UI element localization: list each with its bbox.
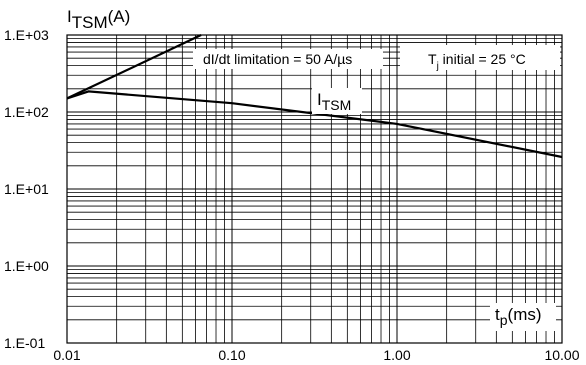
y-tick-label: 1.E-01 [4, 335, 45, 351]
grid [66, 34, 563, 344]
tick-labels: 0.01 0.10 1.00 10.00 1.E+03 1.E+02 1.E+01 1.E+0… [4, 27, 580, 363]
didt-annotation: dI/dt limitation = 50 A/µs [203, 51, 352, 67]
tj-annotation-sub: j [436, 61, 439, 72]
y-axis-title: ITSM(A) [67, 7, 130, 32]
tj-annotation: Tj initial = 25 °C [428, 51, 526, 72]
itsm-series-label-main: I [317, 90, 322, 109]
itsm-series-label-box [312, 88, 362, 114]
y-axis-title-suffix: (A) [108, 7, 131, 26]
x-tick-label: 0.01 [53, 347, 80, 363]
x-axis-title-main: t [495, 305, 500, 324]
plot-frame [66, 34, 563, 344]
x-axis-title-sub: p [500, 312, 508, 328]
y-tick-label: 1.E+02 [4, 104, 49, 120]
itsm-series-label-sub: TSM [322, 97, 352, 113]
y-axis-title-main: I [67, 7, 72, 26]
x-tick-label: 1.00 [383, 347, 410, 363]
y-tick-label: 1.E+03 [4, 27, 49, 43]
x-tick-label: 0.10 [218, 347, 245, 363]
didt-annotation-box [193, 49, 383, 69]
itsm-series-label: ITSM [317, 90, 351, 113]
tj-annotation-rest: initial = 25 °C [439, 51, 526, 67]
x-axis-title: tp(ms) [495, 305, 542, 328]
y-tick-label: 1.E+00 [4, 258, 49, 274]
x-tick-label: 10.00 [544, 347, 579, 363]
series-layer [66, 34, 563, 159]
series-line-0 [66, 90, 563, 159]
tj-annotation-main: T [428, 51, 437, 67]
y-axis-title-sub: TSM [72, 13, 108, 32]
series-line-1 [66, 34, 202, 100]
x-axis-title-suffix: (ms) [508, 305, 542, 324]
x-axis-title-box [490, 303, 556, 331]
tj-annotation-box [400, 45, 560, 70]
y-tick-label: 1.E+01 [4, 181, 49, 197]
